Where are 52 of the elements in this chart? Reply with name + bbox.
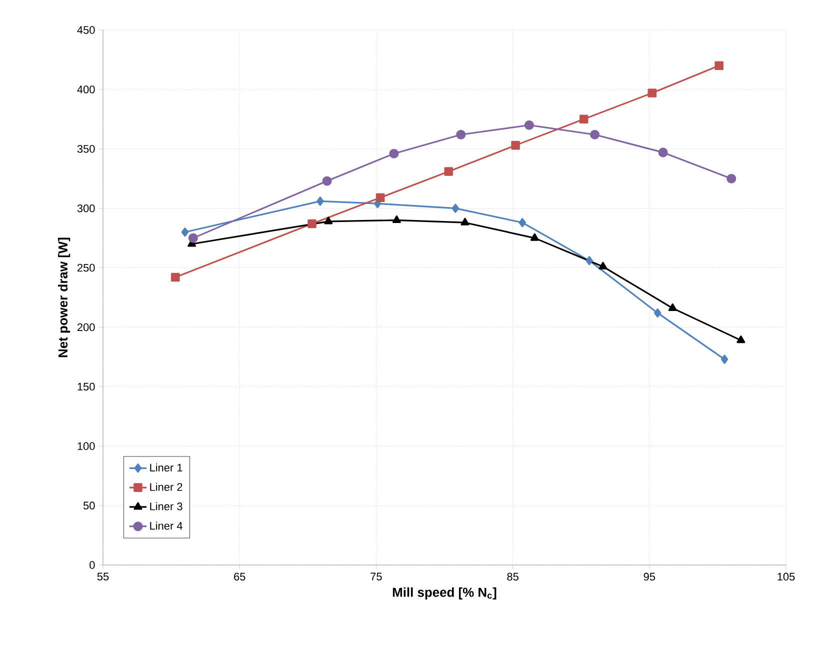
point — [324, 216, 333, 224]
point — [668, 303, 677, 311]
point — [460, 218, 470, 226]
point — [376, 193, 385, 202]
y-tick-label: 450 — [77, 26, 95, 34]
y-tick-label: 250 — [77, 264, 95, 272]
point — [518, 218, 526, 228]
point — [392, 215, 401, 224]
y-tick-label: 350 — [77, 145, 95, 153]
point — [456, 130, 466, 140]
point — [389, 148, 399, 158]
x-tick-label: 95 — [644, 572, 656, 581]
point — [511, 140, 520, 150]
point — [452, 204, 460, 213]
legend-label: Liner 4 — [150, 522, 182, 530]
point — [181, 228, 189, 237]
point — [530, 233, 539, 241]
y-tick-label: 150 — [78, 382, 95, 391]
point — [579, 114, 588, 124]
y-tick-label: 300 — [77, 204, 95, 212]
point — [586, 256, 593, 266]
legend-label: Liner 2 — [150, 482, 182, 491]
point — [654, 308, 662, 318]
legend-label: Liner 1 — [150, 463, 182, 472]
x-axis-title: Mill speed [% N$_{c}$] — [392, 587, 496, 600]
point — [316, 196, 324, 206]
point — [308, 219, 316, 228]
point — [714, 61, 724, 70]
point — [648, 88, 657, 98]
y-tick-label: 100 — [78, 442, 95, 450]
point — [590, 130, 600, 140]
x-tick-label: 85 — [507, 572, 518, 581]
y-axis-title: Net power draw [W] — [58, 238, 70, 358]
x-tick-label: 55 — [97, 572, 109, 580]
point — [171, 272, 180, 282]
legend-label: Liner 3 — [150, 502, 182, 510]
point — [188, 233, 198, 243]
point — [726, 174, 736, 184]
x-tick-label: 105 — [778, 572, 795, 581]
y-tick-label: 400 — [77, 86, 95, 94]
y-tick-label: 200 — [77, 323, 95, 332]
y-tick-label: 50 — [83, 502, 95, 510]
point — [322, 176, 332, 186]
x-tick-label: 65 — [234, 572, 246, 581]
point — [598, 262, 608, 270]
point — [444, 167, 453, 176]
y-tick-label: 0 — [90, 561, 95, 569]
point — [720, 354, 728, 364]
point — [658, 148, 668, 158]
point — [736, 336, 746, 344]
x-tick-label: 75 — [370, 572, 382, 580]
point — [524, 120, 534, 130]
